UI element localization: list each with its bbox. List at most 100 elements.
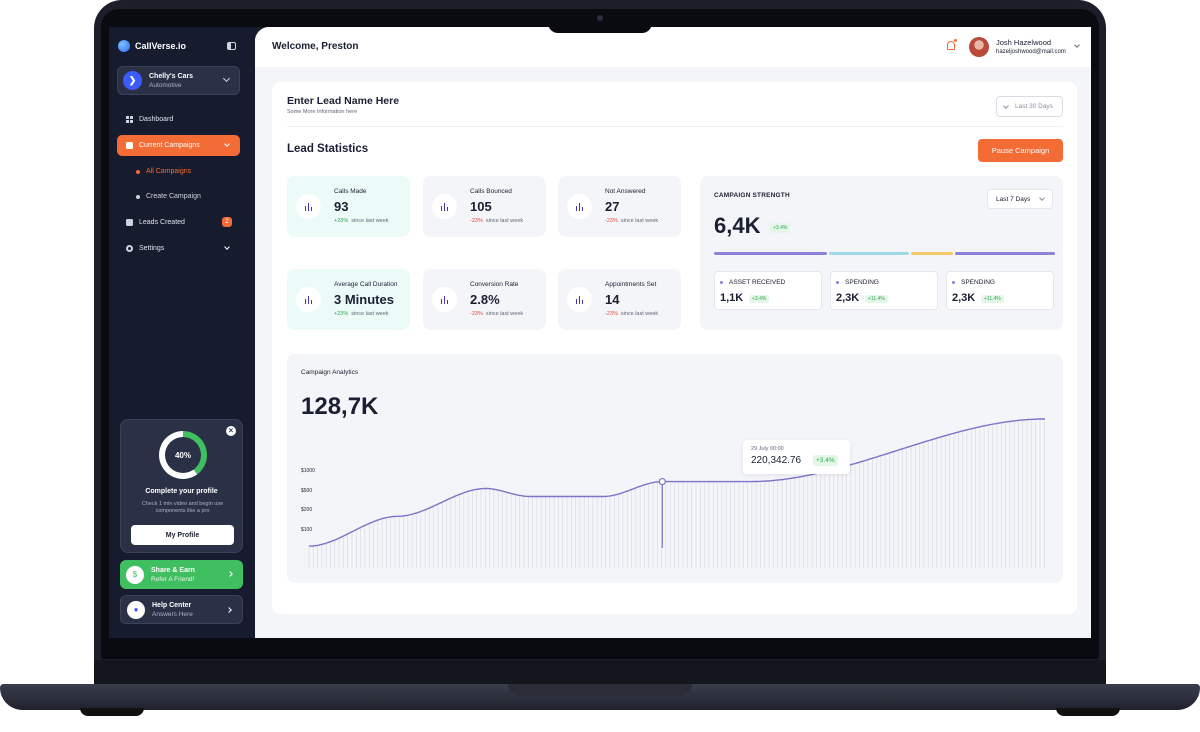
user-email: hazeljoshwood@mail.com	[996, 49, 1066, 55]
avatar[interactable]	[969, 37, 989, 57]
tooltip-value: 220,342.76	[751, 455, 802, 466]
sidebar-item-leads[interactable]: Leads Created 2	[117, 212, 240, 233]
strength-item-label-text: SPENDING	[845, 279, 879, 286]
sidebar-item-settings[interactable]: Settings	[117, 238, 240, 259]
strength-item-value: 1,1K	[720, 292, 744, 304]
strength-item-value: 2,3K	[952, 292, 976, 304]
sidebar-subitem-all-campaigns[interactable]: All Campaigns	[136, 168, 191, 175]
user-name[interactable]: Josh Hazelwood	[996, 38, 1052, 47]
stat-delta: -23% since last week	[470, 311, 523, 317]
camera-notch	[548, 9, 652, 33]
sidebar-item-campaigns[interactable]: Current Campaigns	[117, 135, 240, 156]
strength-range-select[interactable]: Last 7 Days	[987, 189, 1053, 209]
chart-area-fill	[308, 418, 1045, 568]
tooltip-badge: +3.4%	[813, 455, 838, 466]
stat-card-calls-bounced: Calls Bounced 105 -23% since last week	[423, 176, 546, 237]
welcome-title: Welcome, Preston	[272, 41, 359, 52]
close-icon[interactable]: ×	[226, 426, 236, 436]
chart-series-line	[309, 418, 1045, 547]
stat-delta-since: since last week	[620, 311, 659, 317]
brand[interactable]: CallVerse.io	[118, 40, 186, 52]
stat-delta: +23% since last week	[334, 218, 389, 224]
account-avatar-icon: ❯	[123, 71, 142, 90]
stat-value: 105	[470, 199, 492, 214]
brand-name: CallVerse.io	[135, 41, 187, 51]
stat-label: Average Call Duration	[334, 281, 398, 288]
share-earn-button[interactable]: $ Share & Earn Refer A Friend!	[120, 560, 243, 589]
strength-item-badge: +11.4%	[981, 295, 1004, 303]
stat-label: Not Answered	[605, 188, 646, 195]
leads-icon	[126, 219, 133, 226]
chevron-down-icon[interactable]	[1074, 42, 1080, 48]
bar-chart-icon	[296, 194, 321, 219]
chevron-right-icon	[227, 571, 233, 577]
stat-delta-percent: +23%	[334, 311, 349, 317]
stat-card-not-answered: Not Answered 27 -23% since last week	[558, 176, 681, 237]
money-icon: $	[126, 565, 144, 584]
strength-item-spending-2: SPENDING 2,3K +11.4%	[946, 271, 1054, 310]
strength-item-label: ASSET RECEIVED	[720, 279, 785, 286]
analytics-chart[interactable]: $1000 $500 $200 $100	[287, 354, 1063, 583]
bar-chart-icon	[296, 287, 321, 312]
sidebar-subitem-create-campaign[interactable]: Create Campaign	[136, 193, 201, 200]
sidebar-item-label: Settings	[139, 245, 165, 252]
date-range-select[interactable]: Last 30 Days	[996, 96, 1063, 117]
leads-count-badge: 2	[222, 217, 232, 227]
chevron-down-icon	[1003, 103, 1009, 109]
bullet-icon	[952, 281, 955, 284]
analytics-value: 128,7K	[301, 393, 379, 420]
strength-progress-bar	[714, 252, 1055, 255]
stat-delta-since: since last week	[351, 311, 389, 317]
stat-delta: -23% since last week	[605, 218, 658, 224]
chevron-right-icon	[226, 607, 232, 613]
stat-label: Calls Made	[334, 188, 367, 195]
y-tick-label: $500	[301, 488, 312, 494]
sidebar-item-label: Current Campaigns	[139, 142, 200, 149]
strength-segment	[911, 252, 953, 255]
bullet-icon	[720, 281, 723, 284]
strength-item-asset-received: ASSET RECEIVED 1,1K +3.4%	[714, 271, 822, 310]
strength-badge: +3.4%	[770, 223, 791, 233]
sidebar-item-dashboard[interactable]: Dashboard	[117, 109, 240, 130]
stat-delta-since: since last week	[620, 218, 659, 224]
sidebar-item-label: Leads Created	[139, 219, 185, 226]
pause-campaign-button[interactable]: Pause Campaign	[978, 139, 1063, 162]
stat-delta-since: since last week	[351, 218, 389, 224]
chart-highlight-point	[658, 477, 666, 486]
strength-range-label: Last 7 Days	[996, 195, 1031, 203]
stat-value: 2.8%	[470, 292, 500, 307]
stat-delta-percent: -23%	[470, 218, 483, 224]
stat-delta: -23% since last week	[470, 218, 523, 224]
laptop-foot-right	[1056, 708, 1120, 716]
strength-item-label-text: ASSET RECEIVED	[729, 279, 786, 286]
y-tick-label: $100	[301, 527, 312, 533]
bell-icon[interactable]	[947, 39, 957, 50]
lead-name[interactable]: Enter Lead Name Here	[287, 95, 400, 107]
share-earn-title: Share & Earn	[151, 566, 195, 574]
date-range-label: Last 30 Days	[1015, 103, 1053, 110]
account-switcher[interactable]: ❯ Chelly's Cars Automotive	[117, 66, 240, 95]
bullet-icon	[836, 281, 839, 284]
campaign-analytics-card: Campaign Analytics 128,7K $1000 $500 $200 $…	[287, 354, 1063, 583]
stat-label: Conversion Rate	[470, 281, 519, 288]
stat-delta: +23% since last week	[334, 311, 389, 317]
sidebar-collapse-icon[interactable]	[227, 42, 236, 50]
stat-value: 93	[334, 199, 349, 214]
lead-info: Some More Information here	[287, 109, 358, 115]
laptop-chin	[94, 660, 1106, 685]
stat-delta-since: since last week	[485, 218, 524, 224]
help-center-button[interactable]: ● Help Center Answers Here	[120, 595, 243, 624]
strength-item-spending: SPENDING 2,3K +11.4%	[830, 271, 938, 310]
gear-icon	[126, 245, 133, 252]
help-center-title: Help Center	[152, 601, 192, 609]
my-profile-button[interactable]: My Profile	[131, 525, 234, 545]
strength-item-badge: +3.4%	[749, 295, 770, 303]
laptop-base-notch	[508, 684, 692, 696]
account-name: Chelly's Cars	[149, 72, 194, 80]
strength-segment	[955, 252, 1055, 255]
profile-progress-label: 40%	[165, 437, 201, 473]
strength-title: CAMPAIGN STRENGTH	[714, 192, 790, 199]
profile-completion-card: × 40% Complete your profile Check 1 min …	[120, 419, 243, 553]
app-screen: CallVerse.io ❯ Chelly's Cars Automotive …	[109, 27, 1091, 638]
sidebar-subitem-label: Create Campaign	[146, 193, 201, 200]
